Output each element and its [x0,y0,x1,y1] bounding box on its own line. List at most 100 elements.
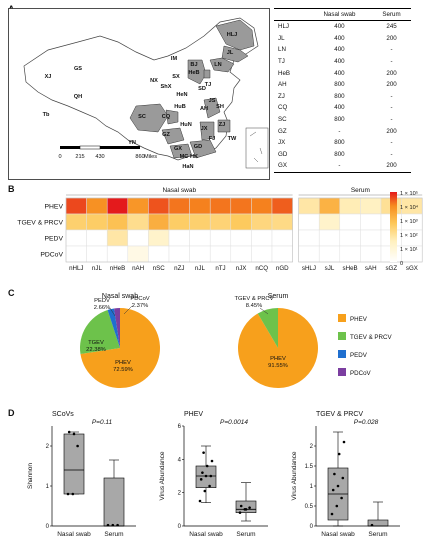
region-cq [165,109,179,125]
boxplot-point [244,508,248,511]
map-region-label: GZ [162,132,170,138]
pie-slice-label: PEDV [94,298,110,304]
panel-label-c: C [8,288,15,298]
heatmap-cell [168,229,190,247]
map-region-label: NX [150,78,158,84]
heatmap-cell [189,229,211,247]
boxplot-point [340,496,343,500]
boxplot-point [76,444,79,448]
map-region-label: HaN [182,164,193,170]
table-cell: 800 [334,150,345,158]
x-tick-label: Nasal swab [57,531,91,538]
map-region-label: Tb [43,112,50,118]
boxplot-pvalue: P=0.0014 [220,419,248,426]
map-region-label: TW [228,136,237,142]
pie-slice-label: PDCoV [130,296,149,302]
table-cell: SC [278,116,287,124]
heatmap-cell [148,229,170,247]
pie-slice-label: PHEV [270,356,286,362]
heatmap-column-label: nCQ [255,265,268,272]
boxplot-point [204,474,208,478]
pie-slice-label: PHEV [115,360,131,366]
table-cell: - [390,46,393,54]
pie-slice-value: 72.59% [113,367,133,373]
y-tick-label: 6 [178,424,182,430]
map-region-label: GX [174,146,182,152]
boxplot-point [66,492,70,496]
pie-leader-line [109,307,116,317]
table-header-cell [274,8,307,21]
heatmap-cell [65,197,87,215]
heatmap-column-label: nAH [132,265,144,272]
heatmap-cell [230,213,252,231]
colorbar-label: 1 × 10³ [400,219,418,225]
heatmap-cell [271,213,293,231]
table-cell: HLJ [278,23,290,31]
map-region-label: HuN [180,122,192,128]
table-cell: CQ [278,104,288,112]
heatmap-column-label: sAH [365,265,377,272]
heatmap-cell [360,245,382,263]
heatmap-cell [251,197,273,215]
legend-label: PHEV [350,316,368,323]
scale-tick-label: 430 [95,154,104,160]
heatmap-cell [106,213,129,231]
boxplot-point [330,512,334,516]
scale-tick-label: 0 [58,154,61,160]
legend-swatch [338,350,346,358]
heatmap-cell [230,229,252,247]
heatmap-cell [127,197,149,215]
boxplot-point [208,484,211,488]
boxplot-point [238,511,242,514]
panel-label-b: B [8,184,15,194]
map-region-label: CQ [162,114,171,120]
x-tick-label: Nasal swab [321,531,355,538]
table-cell: 800 [334,81,345,89]
heatmap-cell [65,213,87,231]
colorbar-label: 1 × 10⁵ [400,190,418,197]
table-cell: 400 [334,23,345,31]
pie-slice-label: TGEV & PRCV [235,296,274,302]
table-cell: TJ [278,58,285,66]
table-row: CQ 400 - [274,102,411,114]
map-region-label: JX [201,126,208,132]
table-row: SC 800 - [274,114,411,126]
heatmap-cell [298,245,320,263]
table-cell: GZ [278,127,287,135]
sampling-table: Nasal swab Serum HLJ 400 245 JL 400 200 LN 400 -… [274,8,411,173]
pie-title: Serum [268,293,289,300]
table-cell: AH [278,81,287,89]
legend-swatch [338,314,346,322]
heatmap-cell [106,197,129,215]
table-cell: 400 [334,46,345,54]
table-cell: - [390,116,393,124]
table-row: ZJ 800 - [274,91,411,103]
boxplot-point [342,440,346,444]
boxplot-point [199,478,203,481]
pie-slice-value: 8.45% [246,303,262,309]
boxplot-point [205,464,209,468]
map-region-label: ShX [161,84,172,90]
boxplot-point [333,472,336,476]
heatmap-cell [298,229,320,247]
pie-slice [107,308,120,348]
heatmap-column-label: nSC [153,265,166,272]
region-gx [169,143,193,159]
heatmap-cell [127,229,149,247]
heatmap-cell [209,213,232,231]
map-region-label: AH [200,106,208,112]
table-row: GD 800 - [274,149,411,161]
table-cell: 800 [334,116,345,124]
boxplot-point [106,523,110,527]
map-outline [23,17,259,161]
map-region-label: FJ [209,136,216,142]
heatmap-cell [318,245,341,263]
region-zj [217,119,231,133]
boxplot-point [341,476,345,480]
heatmap-row-label: TGEV & PRCV [17,220,63,227]
heatmap-cell [148,245,170,263]
map-region-label: GD [194,144,202,150]
heatmap-column-label: sHeB [343,265,358,272]
map-region-label: HeN [176,92,187,98]
